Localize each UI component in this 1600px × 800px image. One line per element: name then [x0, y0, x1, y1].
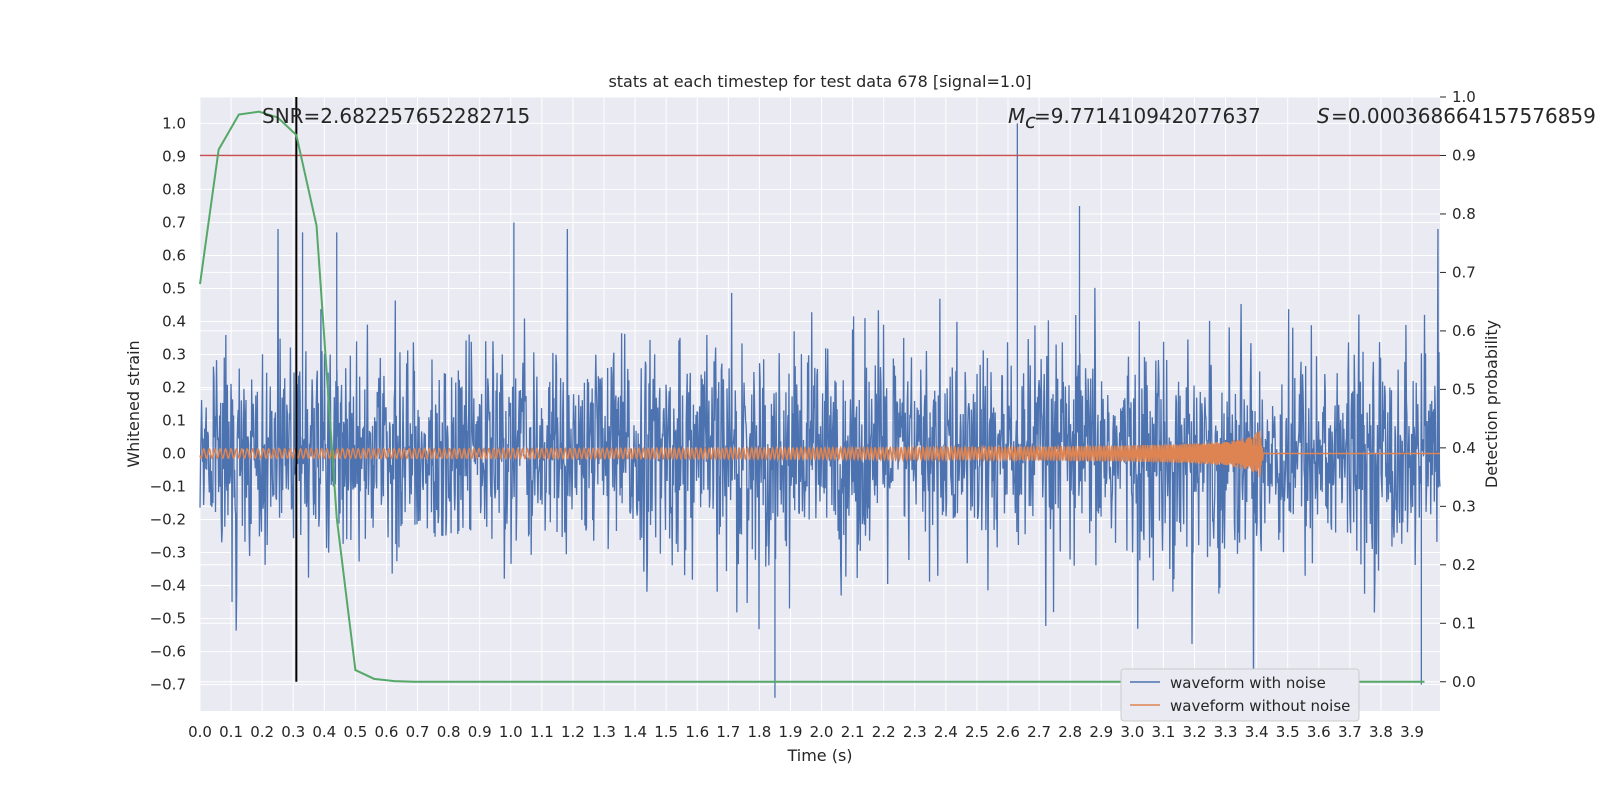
clean-series: [199, 430, 1440, 478]
y-left-tick-label: −0.4: [150, 577, 186, 595]
s-annotation: S =0.000368664157576859: [1317, 104, 1596, 128]
svg-text:S: S: [1317, 104, 1330, 128]
x-tick-label: 3.9: [1400, 723, 1424, 741]
svg-text:=9.771410942077637: =9.771410942077637: [1034, 104, 1261, 128]
svg-text:M: M: [1008, 104, 1025, 128]
x-tick-label: 1.5: [654, 723, 678, 741]
y-left-tick-label: 0.8: [162, 180, 186, 198]
legend-entry-clean: waveform without noise: [1170, 697, 1350, 715]
y-right-tick-label: 0.1: [1452, 614, 1476, 632]
x-tick-label: 3.4: [1245, 723, 1269, 741]
y-right-tick-label: 1.0: [1452, 88, 1476, 106]
y-left-tick-label: 1.0: [162, 114, 186, 132]
x-tick-label: 3.8: [1369, 723, 1393, 741]
y-left-tick-label: −0.5: [150, 610, 186, 628]
y-left-tick-label: 0.4: [162, 312, 186, 330]
x-tick-label: 1.1: [530, 723, 554, 741]
noise-series: [199, 123, 1441, 698]
clean-waveform-line: [199, 430, 1440, 478]
x-tick-label: 2.8: [1058, 723, 1082, 741]
y-left-tick-label: −0.7: [150, 676, 186, 694]
y-right-tick-label: 0.9: [1452, 146, 1476, 164]
x-tick-label: 0.4: [312, 723, 336, 741]
x-tick-label: 0.5: [343, 723, 367, 741]
y-right-tick-label: 0.4: [1452, 439, 1476, 457]
y-left-tick-label: −0.6: [150, 643, 186, 661]
y-axis-label-right: Detection probability: [1482, 320, 1501, 488]
legend-box: [1120, 668, 1360, 722]
y-left-tick-label: −0.2: [150, 511, 186, 529]
y-left-tick-label: −0.3: [150, 544, 186, 562]
x-tick-label: 0.9: [468, 723, 492, 741]
x-tick-label: 3.7: [1338, 723, 1362, 741]
y-left-tick-label: 0.3: [162, 345, 186, 363]
x-tick-label: 1.8: [747, 723, 771, 741]
y-axis-label-left: Whitened strain: [124, 340, 143, 467]
x-tick-label: 2.7: [1027, 723, 1051, 741]
x-tick-label: 2.6: [996, 723, 1020, 741]
y-left-tick-label: 0.1: [162, 412, 186, 430]
legend: waveform with noise waveform without noi…: [1120, 668, 1360, 722]
x-tick-label: 1.0: [499, 723, 523, 741]
mc-annotation: M c =9.771410942077637: [1008, 104, 1261, 133]
y-right-tick-label: 0.5: [1452, 380, 1476, 398]
detection-probability-line: [199, 110, 1425, 683]
y-right-tick-label: 0.0: [1452, 673, 1476, 691]
legend-entry-noise: waveform with noise: [1170, 674, 1326, 692]
y-left-tick-label: 0.7: [162, 213, 186, 231]
x-tick-label: 0.3: [281, 723, 305, 741]
x-tick-label: 3.1: [1151, 723, 1175, 741]
x-tick-label: 2.9: [1089, 723, 1113, 741]
x-tick-label: 0.8: [437, 723, 461, 741]
y-right-tick-label: 0.3: [1452, 497, 1476, 515]
y-right-tick-label: 0.6: [1452, 322, 1476, 340]
x-tick-label: 2.3: [903, 723, 927, 741]
x-tick-label: 1.3: [592, 723, 616, 741]
x-tick-label: 1.6: [685, 723, 709, 741]
noise-waveform-line: [199, 123, 1441, 698]
y-left-ticks: 1.0 0.9 0.8 0.7 0.6 0.5 0.4 0.3 0.2 0.1 0.0 −0.1 −0.…: [150, 114, 186, 693]
x-tick-label: 1.7: [716, 723, 740, 741]
x-tick-label: 2.1: [841, 723, 865, 741]
snr-annotation: SNR=2.682257652282715: [262, 104, 530, 128]
y-left-tick-label: 0.0: [162, 445, 186, 463]
x-tick-label: 3.5: [1276, 723, 1300, 741]
x-tick-label: 0.1: [219, 723, 243, 741]
y-right-tick-label: 0.7: [1452, 263, 1476, 281]
y-left-tick-label: 0.2: [162, 378, 186, 396]
y-left-tick-label: 0.5: [162, 279, 186, 297]
y-left-tick-label: 0.6: [162, 246, 186, 264]
x-tick-label: 2.4: [934, 723, 958, 741]
x-tick-label: 1.2: [561, 723, 585, 741]
x-tick-label: 2.5: [965, 723, 989, 741]
x-tick-label: 0.6: [375, 723, 399, 741]
y-left-tick-label: 0.9: [162, 147, 186, 165]
x-tick-label: 3.2: [1183, 723, 1207, 741]
x-tick-label: 0.2: [250, 723, 274, 741]
y-left-tick-label: −0.1: [150, 478, 186, 496]
y-right-tick-label: 0.2: [1452, 556, 1476, 574]
overlays: [199, 97, 1440, 683]
y-right-ticks: 1.0 0.9 0.8 0.7 0.6 0.5 0.4 0.3 0.2 0.1 0.0: [1440, 88, 1476, 691]
x-ticks: 0.0 0.1 0.2 0.3 0.4 0.5 0.6 0.7 0.8 0.9 1.0 1.1 1.2 1…: [188, 723, 1424, 741]
x-tick-label: 3.6: [1307, 723, 1331, 741]
chart-title: stats at each timestep for test data 678…: [608, 72, 1031, 91]
x-tick-label: 2.0: [810, 723, 834, 741]
x-tick-label: 0.7: [406, 723, 430, 741]
x-tick-label: 2.2: [872, 723, 896, 741]
svg-text:c: c: [1025, 109, 1036, 133]
x-tick-label: 3.0: [1120, 723, 1144, 741]
x-axis-label: Time (s): [786, 746, 852, 765]
y-right-tick-label: 0.8: [1452, 205, 1476, 223]
x-tick-label: 1.9: [779, 723, 803, 741]
x-tick-label: 0.0: [188, 723, 212, 741]
x-tick-label: 1.4: [623, 723, 647, 741]
x-tick-label: 3.3: [1214, 723, 1238, 741]
svg-text:=0.000368664157576859: =0.000368664157576859: [1331, 104, 1596, 128]
